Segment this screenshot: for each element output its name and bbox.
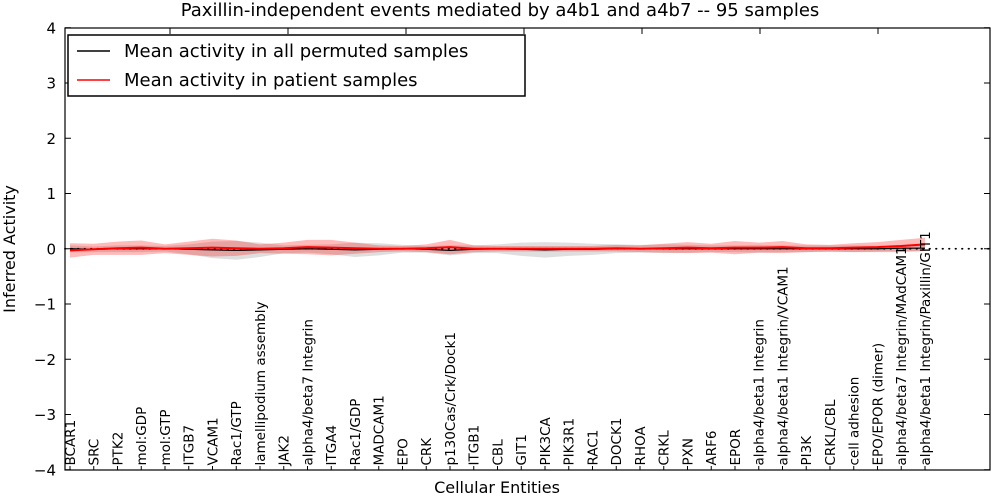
legend: Mean activity in all permuted samples Me… [67, 34, 526, 97]
y-tick-label: 3 [46, 75, 56, 93]
x-tick-label: CRKL/CBL [823, 399, 839, 465]
x-tick-label: PXN [680, 438, 696, 466]
x-tick-label: cell adhesion [847, 377, 863, 466]
y-tick-label: −2 [34, 351, 56, 369]
x-tick-label: mol:GTP [158, 409, 174, 465]
x-tick-label: alpha4/beta7 Integrin [300, 319, 316, 465]
x-tick-label: alpha4/beta7 Integrin/MAdCAM1 [894, 246, 910, 465]
y-tick-label: −4 [34, 461, 56, 479]
chart-title: Paxillin-independent events mediated by … [181, 0, 820, 21]
y-tick-label: −1 [34, 296, 56, 314]
plot-area: BCAR1 SRC PTK2 mol:GDP mol:GTP ITGB7 VCAM1 Rac1… [34, 19, 991, 479]
x-tick-label: alpha4/beta1 Integrin [752, 319, 768, 465]
x-tick-label: Rac1/GDP [348, 399, 364, 466]
x-tick-label: EPOR [728, 429, 744, 466]
y-tick-label: 1 [46, 185, 56, 203]
permuted-std-band [70, 241, 925, 260]
y-tick-label: 0 [46, 240, 56, 258]
x-tick-label: CBL [490, 439, 506, 466]
patient-std-band [70, 237, 925, 258]
x-tick-label: p130Cas/Crk/Dock1 [443, 332, 459, 465]
plot-frame [64, 27, 991, 471]
y-tick-label: 2 [46, 130, 56, 148]
x-tick-label: BCAR1 [63, 420, 79, 466]
y-axis-label: Inferred Activity [0, 185, 19, 313]
x-tick-label: SRC [87, 439, 103, 466]
x-tick-label: ARF6 [704, 431, 720, 466]
x-tick-label: ITGB7 [182, 425, 198, 466]
x-tick-label: lamellipodium assembly [253, 302, 269, 466]
legend-label-permuted: Mean activity in all permuted samples [124, 41, 468, 62]
x-tick-label: EPO/EPOR (dimer) [870, 343, 886, 466]
y-tick-label: −3 [34, 406, 56, 424]
x-tick-label: Rac1/GTP [229, 401, 245, 465]
x-tick-label: RAC1 [585, 430, 601, 466]
x-tick-label: JAK2 [277, 435, 293, 466]
x-tick-label: DOCK1 [609, 418, 625, 466]
x-tick-label: mol:GDP [134, 407, 150, 466]
x-tick-label: MADCAM1 [372, 395, 388, 465]
y-tick-label: 4 [46, 19, 56, 37]
x-tick-label: CRKL [657, 430, 673, 466]
x-tick-label: CRK [419, 437, 435, 466]
x-tick-label: alpha4/beta1 Integrin/Paxillin/GIT1 [918, 231, 934, 465]
x-tick-label: GIT1 [514, 434, 530, 465]
x-tick-label: PI3K [799, 435, 815, 466]
x-tick-label: PIK3CA [538, 417, 554, 466]
patient-mean-line [69, 243, 926, 252]
x-tick-label: RHOA [633, 426, 649, 466]
x-tick-label: PIK3R1 [562, 418, 578, 466]
legend-label-patient: Mean activity in patient samples [124, 70, 418, 91]
x-tick-label: PTK2 [110, 432, 126, 466]
x-tick-label: ITGA4 [324, 425, 340, 466]
x-tick-label: EPO [395, 438, 411, 465]
x-tick-label: alpha4/beta1 Integrin/VCAM1 [775, 266, 791, 465]
legend-box [67, 34, 526, 97]
x-axis-label: Cellular Entities [434, 478, 560, 497]
x-tick-label: ITGB1 [467, 425, 483, 466]
x-tick-label: VCAM1 [205, 417, 221, 465]
